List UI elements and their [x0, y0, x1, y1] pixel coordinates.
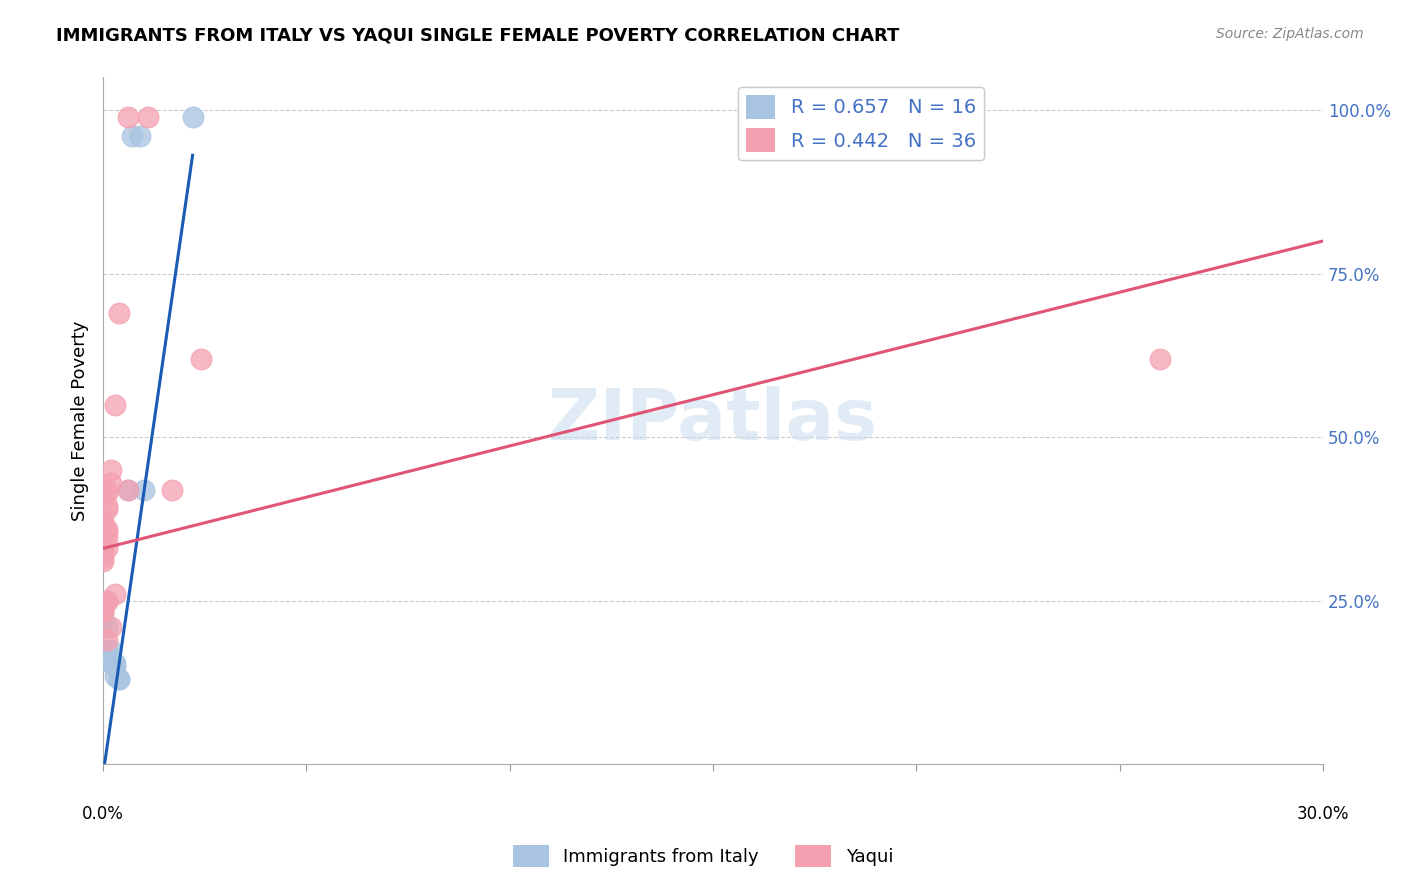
- Text: Source: ZipAtlas.com: Source: ZipAtlas.com: [1216, 27, 1364, 41]
- Point: [96, 632, 118, 647]
- Point: [91, 554, 114, 568]
- Point: [104, 659, 127, 673]
- Point: [136, 110, 159, 124]
- Point: [96, 499, 118, 513]
- Point: [100, 656, 122, 670]
- Point: [91, 593, 114, 607]
- Point: [104, 397, 127, 411]
- Point: [100, 642, 122, 657]
- Point: [132, 483, 155, 497]
- Legend: Immigrants from Italy, Yaqui: Immigrants from Italy, Yaqui: [506, 838, 900, 874]
- Point: [100, 463, 122, 477]
- Point: [117, 110, 139, 124]
- Point: [96, 524, 118, 539]
- Legend: R = 0.657   N = 16, R = 0.442   N = 36: R = 0.657 N = 16, R = 0.442 N = 36: [738, 87, 984, 160]
- Point: [104, 669, 127, 683]
- Point: [96, 620, 118, 634]
- Point: [96, 642, 118, 657]
- Text: ZIPatlas: ZIPatlas: [548, 386, 879, 455]
- Point: [91, 593, 114, 607]
- Point: [121, 129, 143, 144]
- Point: [96, 485, 118, 500]
- Point: [91, 522, 114, 536]
- Text: 0.0%: 0.0%: [82, 805, 124, 823]
- Point: [91, 603, 114, 617]
- Point: [96, 532, 118, 546]
- Point: [91, 544, 114, 558]
- Y-axis label: Single Female Poverty: Single Female Poverty: [72, 320, 89, 521]
- Point: [104, 656, 127, 670]
- Point: [108, 306, 131, 320]
- Point: [91, 541, 114, 556]
- Point: [100, 620, 122, 634]
- Point: [96, 593, 118, 607]
- Point: [91, 607, 114, 621]
- Point: [190, 351, 212, 366]
- Point: [91, 613, 114, 627]
- Point: [91, 515, 114, 529]
- Point: [96, 593, 118, 607]
- Point: [128, 129, 150, 144]
- Text: 30.0%: 30.0%: [1296, 805, 1350, 823]
- Point: [96, 483, 118, 497]
- Point: [162, 483, 184, 497]
- Point: [91, 603, 114, 617]
- Point: [100, 656, 122, 670]
- Point: [104, 587, 127, 601]
- Point: [91, 551, 114, 566]
- Point: [181, 110, 204, 124]
- Point: [91, 600, 114, 615]
- Text: IMMIGRANTS FROM ITALY VS YAQUI SINGLE FEMALE POVERTY CORRELATION CHART: IMMIGRANTS FROM ITALY VS YAQUI SINGLE FE…: [56, 27, 900, 45]
- Point: [100, 475, 122, 490]
- Point: [1149, 351, 1171, 366]
- Point: [117, 483, 139, 497]
- Point: [117, 483, 139, 497]
- Point: [91, 518, 114, 533]
- Point: [96, 522, 118, 536]
- Point: [108, 672, 131, 686]
- Point: [96, 541, 118, 556]
- Point: [96, 502, 118, 516]
- Point: [108, 672, 131, 686]
